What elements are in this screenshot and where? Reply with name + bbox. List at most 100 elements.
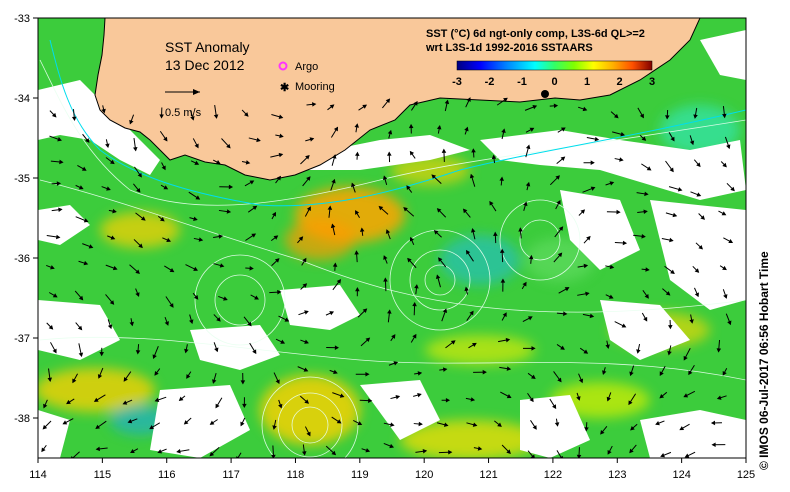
velocity-arrow-head: [109, 159, 115, 165]
velocity-arrow-head: [387, 151, 392, 156]
velocity-arrow-head: [304, 310, 309, 315]
velocity-arrow-head: [665, 115, 670, 120]
velocity-arrow-head: [189, 319, 194, 325]
velocity-arrow-head: [464, 286, 469, 292]
velocity-arrow-head: [330, 223, 336, 229]
velocity-arrow-head: [301, 451, 307, 456]
velocity-arrow-head: [403, 207, 408, 212]
velocity-arrow-head: [135, 350, 141, 355]
scale-arrow-label: 0.5 m/s: [165, 107, 202, 119]
x-tick-label: 124: [672, 469, 690, 481]
colorbar-tick-label: 2: [616, 76, 622, 88]
velocity-arrow-head: [605, 344, 610, 349]
x-tick-label: 115: [94, 469, 112, 481]
velocity-arrow-head: [716, 395, 722, 400]
velocity-arrow-head: [72, 378, 77, 384]
velocity-arrow-head: [532, 105, 538, 110]
velocity-arrow-head: [198, 237, 204, 242]
velocity-arrow-head: [78, 352, 84, 358]
velocity-arrow-head: [135, 269, 140, 274]
velocity-arrow-head: [590, 160, 595, 165]
velocity-arrow-head: [105, 143, 110, 149]
velocity-arrow-head: [354, 250, 359, 255]
velocity-arrow-head: [354, 123, 359, 128]
x-axis: 114 115 116 117 118 119 120 121 122 123 124 125: [29, 458, 755, 481]
y-axis: -33 -34 -35 -36 -37 -38: [14, 13, 38, 425]
velocity-arrow-head: [186, 374, 191, 379]
velocity-arrow-head: [728, 239, 734, 244]
velocity-arrow-head: [609, 181, 615, 186]
velocity-arrow-head: [503, 97, 508, 103]
velocity-arrow-head: [622, 240, 628, 246]
velocity-arrow-head: [471, 148, 476, 153]
velocity-arrow-head: [557, 377, 562, 383]
velocity-arrow-head: [639, 113, 644, 119]
velocity-arrow-head: [619, 157, 624, 162]
colorbar-ticks: -3 -2 -1 0 1 2 3: [452, 76, 655, 88]
velocity-arrow-head: [133, 146, 138, 152]
velocity-arrow-head: [43, 403, 48, 409]
velocity-arrow-head: [383, 277, 388, 282]
velocity-arrow-head: [694, 292, 699, 298]
velocity-arrow-head: [700, 215, 705, 220]
velocity-arrow-head: [218, 234, 224, 239]
plot-area: [38, 18, 746, 458]
velocity-arrow-head: [522, 281, 527, 287]
velocity-arrow-head: [417, 371, 423, 376]
velocity-arrow-head: [583, 349, 589, 354]
velocity-arrow-head: [493, 231, 498, 236]
velocity-arrow-head: [660, 453, 665, 458]
velocity-arrow-head: [578, 378, 584, 384]
velocity-arrow-head: [683, 393, 689, 398]
velocity-arrow-head: [636, 349, 641, 354]
velocity-arrow-head: [472, 422, 478, 427]
argo-icon: [278, 61, 288, 71]
velocity-arrow-head: [252, 349, 257, 355]
velocity-arrow-head: [136, 187, 141, 193]
velocity-arrow-head: [659, 393, 665, 399]
velocity-arrow-head: [608, 294, 614, 299]
velocity-arrow-head: [482, 369, 487, 375]
velocity-arrow-head: [135, 292, 140, 297]
legend-argo-label: Argo: [295, 61, 318, 73]
velocity-arrow-head: [215, 160, 221, 165]
velocity-arrow-head: [71, 116, 77, 121]
velocity-arrow-head: [223, 296, 228, 301]
velocity-arrow-head: [240, 380, 246, 385]
velocity-arrow: [237, 452, 242, 458]
velocity-arrow-head: [607, 449, 612, 455]
velocity-arrow-head: [215, 403, 220, 409]
velocity-arrow-head: [576, 396, 581, 401]
velocity-arrow-head: [727, 320, 732, 326]
velocity-arrow-head: [613, 113, 619, 119]
velocity-arrow-head: [242, 403, 247, 409]
velocity-arrow-head: [362, 308, 368, 313]
velocity-arrow-head: [606, 396, 611, 402]
velocity-arrow-head: [583, 263, 589, 269]
velocity-arrow-head: [209, 420, 215, 425]
velocity-arrow-head: [256, 137, 261, 143]
velocity-arrow-head: [311, 102, 317, 107]
velocity-arrow-head: [107, 324, 113, 330]
velocity-arrow-head: [448, 449, 453, 455]
velocity-arrow-head: [529, 127, 535, 132]
x-tick-label: 125: [737, 469, 755, 481]
velocity-arrow-head: [644, 191, 649, 197]
velocity-arrow-head: [582, 106, 588, 112]
velocity-arrow-head: [580, 209, 586, 214]
velocity-arrow-head: [304, 339, 309, 344]
velocity-arrow-head: [730, 186, 735, 192]
velocity-arrow-head: [302, 283, 308, 288]
velocity-arrow-head: [78, 295, 84, 301]
velocity-arrow-head: [436, 124, 442, 130]
velocity-arrow-head: [362, 104, 368, 109]
velocity-arrow-head: [195, 195, 201, 200]
velocity-arrow-head: [109, 300, 115, 305]
velocity-arrow-head: [564, 287, 570, 292]
velocity-arrow-head: [280, 339, 286, 344]
velocity-arrow-head: [127, 419, 133, 424]
velocity-arrow-head: [329, 311, 335, 316]
velocity-arrow: [556, 450, 563, 458]
velocity-arrow-head: [722, 113, 727, 119]
velocity-arrow-head: [414, 284, 419, 289]
